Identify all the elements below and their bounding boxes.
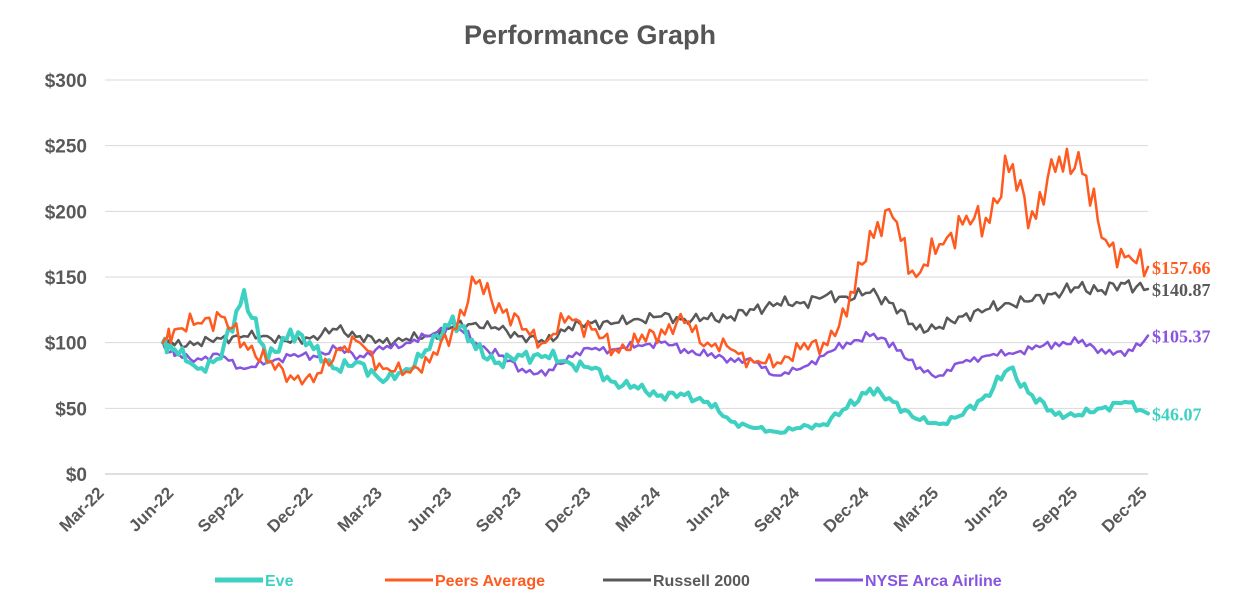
y-tick-label: $100 (45, 334, 87, 355)
series-line-nyse-arca-airline (161, 321, 1150, 379)
x-tick-label: Sep-23 (472, 483, 525, 536)
y-tick-label: $0 (66, 465, 87, 486)
end-label-eve: $46.07 (1152, 404, 1202, 424)
x-tick-label: Dec-24 (820, 483, 873, 536)
x-tick-label: Mar-22 (56, 483, 108, 535)
x-tick-label: Jun-25 (960, 483, 1012, 535)
x-tick-label: Jun-24 (681, 483, 734, 536)
x-axis: Mar-22 Jun-22 Sep-22 Dec-22 Mar-23 Jun-23 Sep-… (56, 483, 1151, 536)
x-tick-label: Jun-23 (403, 483, 455, 535)
series-lines (160, 147, 1150, 435)
y-tick-label: $200 (45, 202, 87, 223)
x-tick-label: Dec-23 (542, 483, 595, 536)
y-tick-label: $50 (55, 399, 87, 420)
x-tick-label: Dec-22 (264, 483, 317, 536)
y-tick-label: $150 (45, 268, 87, 289)
y-tick-label: $300 (45, 71, 87, 92)
x-tick-label: Sep-25 (1028, 483, 1081, 536)
legend-label: Peers Average (435, 573, 545, 590)
legend-label: Eve (265, 573, 294, 590)
end-label-russell-2000: $140.87 (1152, 280, 1211, 300)
chart-title: Performance Graph (464, 20, 716, 50)
end-label-nyse-arca-airline: $105.37 (1152, 327, 1211, 347)
end-label-peers-average: $157.66 (1152, 258, 1211, 278)
x-tick-label: Mar-23 (334, 483, 386, 535)
legend: Eve Peers Average Russell 2000 NYSE Arca Ai… (215, 573, 1002, 590)
x-tick-label: Jun-22 (125, 483, 177, 535)
gridlines (105, 79, 1148, 475)
series-line-russell-2000 (161, 279, 1150, 350)
series-line-peers-average (161, 147, 1150, 386)
x-tick-label: Sep-22 (194, 483, 247, 536)
x-tick-label: Mar-25 (890, 483, 942, 535)
y-tick-label: $250 (45, 137, 87, 158)
end-labels: $46.07 $157.66$140.87 $105.37 (1152, 258, 1211, 425)
x-tick-label: Mar-24 (612, 483, 665, 536)
legend-label: NYSE Arca Airline (865, 573, 1002, 590)
y-axis: $0 $50 $100 $150 $200 $250 $300 (45, 71, 87, 486)
x-tick-label: Sep-24 (750, 483, 803, 536)
series-line-eve (160, 288, 1150, 435)
x-tick-label: Dec-25 (1098, 483, 1151, 536)
legend-label: Russell 2000 (653, 573, 750, 590)
